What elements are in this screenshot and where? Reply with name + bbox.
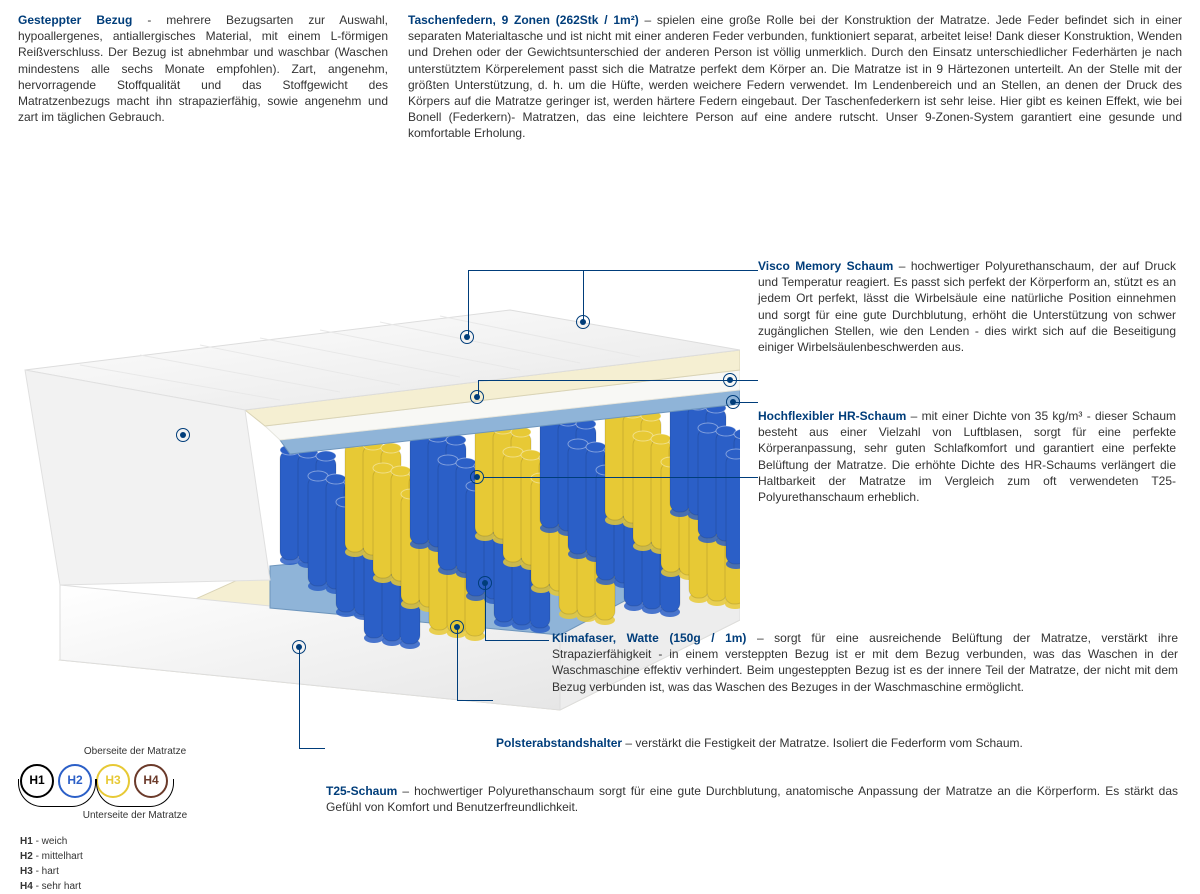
intro-left-body: - mehrere Bezugsarten zur Auswahl, hypoa… xyxy=(18,13,388,124)
callout-klima-title: Klimafaser, Watte (150g / 1m) xyxy=(552,631,746,645)
legend-definitions: H1 - weichH2 - mittelhartH3 - hartH4 - s… xyxy=(20,834,250,894)
legend-def-h4: H4 - sehr hart xyxy=(20,879,250,894)
intro-left: Gesteppter Bezug - mehrere Bezugsarten z… xyxy=(18,12,388,142)
legend-def-h2: H2 - mittelhart xyxy=(20,849,250,864)
callout-visco-body: – hochwertiger Polyurethanschaum, der au… xyxy=(758,259,1176,354)
callout-t25-title: T25-Schaum xyxy=(326,784,397,798)
marker-cover xyxy=(176,428,190,442)
callout-hr-title: Hochflexibler HR-Schaum xyxy=(758,409,906,423)
callout-visco-title: Visco Memory Schaum xyxy=(758,259,893,273)
callout-klima: Klimafaser, Watte (150g / 1m) – sorgt fü… xyxy=(552,630,1178,695)
intro-right-body: – spielen eine große Rolle bei der Konst… xyxy=(408,13,1182,140)
marker-springs xyxy=(470,470,484,484)
intro-right-title: Taschenfedern, 9 Zonen (262Stk / 1m²) xyxy=(408,13,639,27)
intro-right: Taschenfedern, 9 Zonen (262Stk / 1m²) – … xyxy=(408,12,1182,142)
callout-t25-body: – hochwertiger Polyurethanschaum sorgt f… xyxy=(326,784,1178,814)
legend-def-h1: H1 - weich xyxy=(20,834,250,849)
callout-visco: Visco Memory Schaum – hochwertiger Polyu… xyxy=(758,258,1176,355)
callout-polster: Polsterabstandshalter – verstärkt die Fe… xyxy=(496,735,1178,751)
callout-hr-body: – mit einer Dichte von 35 kg/m³ - dieser… xyxy=(758,409,1176,504)
legend-bottom-label: Unterseite der Matratze xyxy=(20,809,250,823)
callout-t25: T25-Schaum – hochwertiger Polyurethansch… xyxy=(326,783,1178,815)
legend-def-h3: H3 - hart xyxy=(20,864,250,879)
hardness-legend: Oberseite der Matratze H1H2H3H4 Untersei… xyxy=(20,745,250,894)
callout-polster-body: – verstärkt die Festigkeit der Matratze.… xyxy=(622,736,1023,750)
callout-polster-title: Polsterabstandshalter xyxy=(496,736,622,750)
marker-hr-1 xyxy=(470,390,484,404)
legend-circles: H1H2H3H4 xyxy=(20,763,250,799)
callout-hr: Hochflexibler HR-Schaum – mit einer Dich… xyxy=(758,408,1176,505)
intro-left-title: Gesteppter Bezug xyxy=(18,13,132,27)
marker-visco-1 xyxy=(460,330,474,344)
legend-top-label: Oberseite der Matratze xyxy=(20,745,250,759)
